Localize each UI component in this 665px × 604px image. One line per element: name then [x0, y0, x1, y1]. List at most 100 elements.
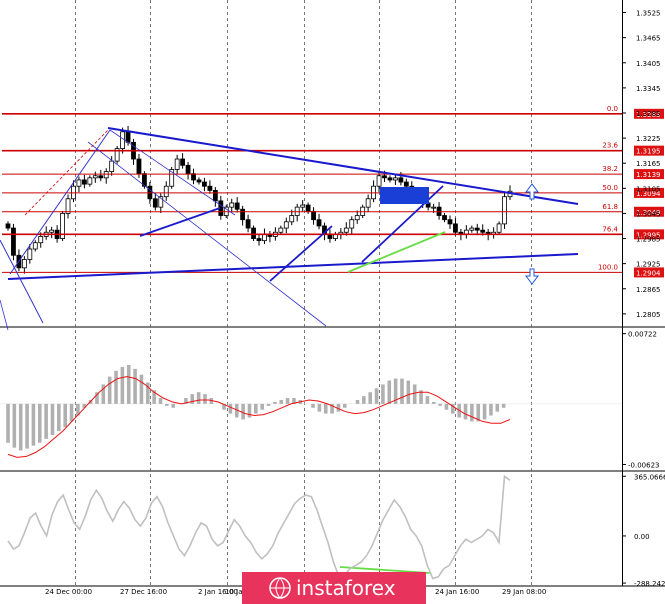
candle-body-51: [283, 221, 289, 229]
candle-body-72: [398, 177, 404, 183]
candle-body-1: [11, 227, 16, 256]
candle-body-38: [212, 190, 218, 202]
fib-price-badge-5: [634, 229, 664, 240]
logo-text: instaforex: [296, 576, 396, 600]
fibonacci-levels: 0.0 1.3283 23.6 1.3195 38.2 1.3139 50.0 1.3094 6…: [2, 105, 664, 278]
candle-body-80: [442, 215, 447, 221]
price-tick-label-5: 1.3225: [636, 135, 661, 143]
price-tick-label-3: 1.3345: [636, 85, 661, 93]
fib-ratio-label-1: 23.6: [602, 142, 618, 150]
candle-body-33: [185, 164, 191, 175]
candle-body-30: [169, 169, 175, 187]
minor-trend-line-2: [269, 225, 333, 282]
candle-body-70: [387, 177, 393, 181]
fib-price-label-5: 1.2995: [636, 231, 661, 239]
candle-body-82: [453, 223, 458, 233]
fib-price-badge-4: [634, 206, 664, 217]
candle-body-41: [229, 202, 235, 208]
candle-body-47: [262, 233, 267, 242]
candle-body-13: [76, 179, 82, 187]
candle-body-42: [234, 202, 240, 210]
candle-body-18: [103, 171, 109, 179]
osc-tick-label-1: 0.00: [634, 533, 650, 541]
candle-body-57: [316, 219, 322, 227]
oscillator-pane: [7, 474, 511, 580]
oscillator-line: [7, 474, 511, 580]
price-tick-label-12: 1.2805: [636, 311, 661, 319]
fib-price-badge-2: [634, 169, 664, 180]
fib-price-badge-0: [634, 108, 664, 119]
price-tick-label-9: 1.2985: [636, 236, 661, 244]
candle-body-10: [60, 213, 65, 239]
x-axis-label-5: 10 Jan: [225, 588, 247, 596]
candle-body-71: [393, 177, 398, 181]
candle-body-44: [245, 219, 251, 229]
candle-body-6: [38, 236, 44, 244]
candle-body-20: [114, 148, 120, 162]
candle-body-36: [202, 181, 207, 187]
logo-globe-meridian: [270, 577, 290, 599]
candle-body-86: [474, 227, 480, 231]
divergence-line-price: [347, 231, 446, 273]
candle-body-34: [191, 173, 196, 181]
candle-body-29: [163, 185, 169, 198]
candle-body-0: [5, 223, 11, 229]
fib-price-label-2: 1.3139: [636, 171, 661, 179]
osc-tick-label-0: 365.0666: [634, 473, 665, 481]
x-axis-label-2: 27 Dec 16:00: [120, 588, 167, 596]
candle-body-17: [98, 175, 104, 179]
candle-body-73: [403, 181, 409, 187]
fib-ratio-label-4: 61.8: [602, 203, 618, 211]
candle-body-46: [256, 238, 262, 242]
channel-edge-line: [0, 299, 9, 331]
candle-body-62: [343, 227, 349, 233]
channel-upper-line: [9, 129, 111, 275]
x-axis-label-7: 29 Jan 08:00: [502, 588, 546, 596]
candle-body-35: [196, 179, 202, 183]
candle-body-5: [32, 242, 38, 250]
candle-body-54: [300, 204, 306, 208]
candle-body-22: [125, 131, 131, 143]
fib-ratio-label-0: 0.0: [607, 105, 618, 113]
price-tick-label-8: 1.3045: [636, 210, 661, 218]
arrow-up-icon: [525, 183, 539, 200]
candle-body-68: [376, 175, 382, 187]
macd-pane: [0, 364, 622, 458]
candle-body-8: [49, 229, 55, 233]
fib-price-badge-3: [634, 187, 664, 198]
macd-tick-label-0: 0.00722: [628, 331, 657, 339]
fib-price-badge-1: [634, 145, 664, 156]
candle-body-16: [92, 175, 98, 179]
candle-body-81: [447, 219, 453, 225]
arrow-down-icon: [525, 268, 539, 285]
candle-body-91: [502, 196, 507, 225]
channel-diagonal-line-2: [109, 129, 236, 216]
channel-diagonal-line: [87, 141, 327, 327]
candle-body-55: [305, 204, 311, 212]
candle-body-52: [289, 215, 295, 223]
price-tick-label-10: 1.2925: [636, 261, 661, 269]
fib-ratio-label-2: 38.2: [602, 165, 618, 173]
logo-watermark: instaforex: [242, 572, 426, 604]
candle-body-85: [469, 227, 475, 231]
fib-price-label-6: 1.2904: [636, 269, 661, 277]
fib-price-label-0: 1.3283: [636, 111, 661, 119]
price-tick-label-0: 1.3525: [636, 10, 661, 18]
price-tick-label-4: 1.3285: [636, 110, 661, 118]
x-axis-label-6: 24 Jan 16:00: [435, 588, 479, 596]
candle-body-45: [251, 227, 256, 239]
candle-body-66: [365, 198, 371, 208]
fib-price-badge-6: [634, 267, 664, 278]
axis-labels: 1.3525 1.3465 1.3405 1.3345 1.3285 1.3225 1.31…: [45, 10, 665, 596]
osc-tick-label-2: -288.242: [634, 580, 665, 588]
x-axis-label-3: 2 Jan 16:00: [198, 588, 238, 596]
fib-ratio-label-6: 100.0: [598, 263, 618, 271]
price-tick-label-7: 1.3105: [636, 185, 661, 193]
candle-body-27: [152, 198, 158, 208]
fib-price-label-3: 1.3094: [636, 190, 661, 198]
candle-body-15: [87, 177, 93, 185]
fib-price-label-1: 1.3195: [636, 148, 661, 156]
x-axis-label-1: 24 Dec 00:00: [45, 588, 92, 596]
resistance-zone-box: [380, 187, 429, 204]
